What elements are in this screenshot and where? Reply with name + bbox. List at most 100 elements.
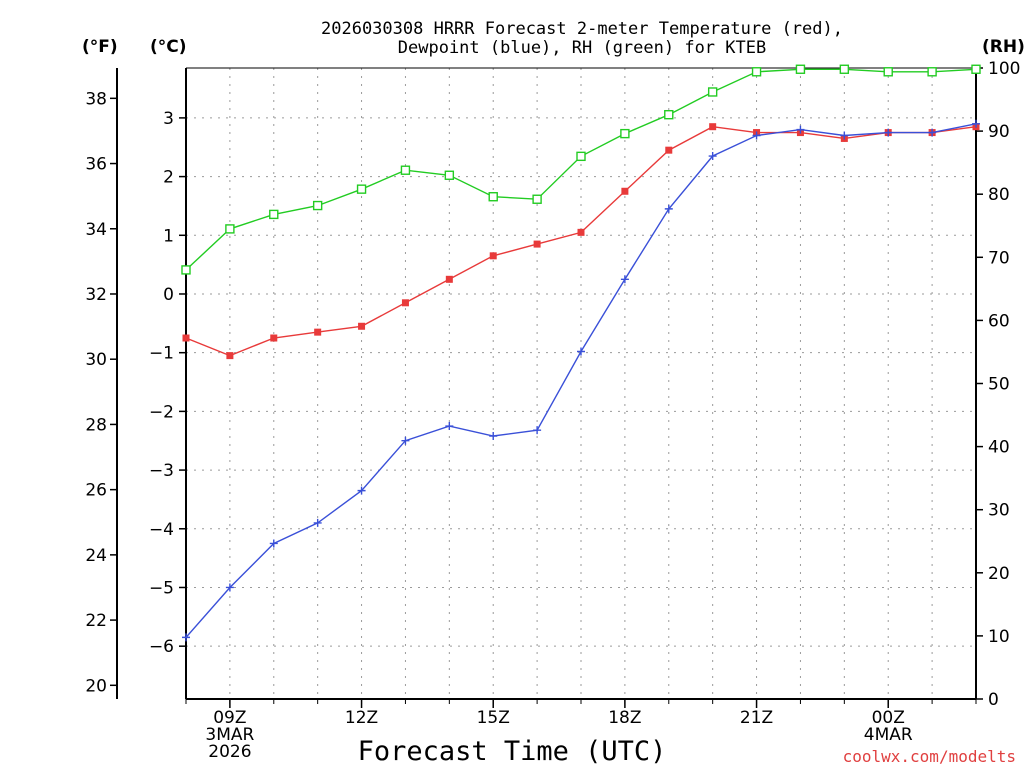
rh-tick-label: 20 [988,564,1010,584]
dewpoint-point [928,128,937,137]
dewpoint-point [313,518,322,527]
x-tick-label: 4MAR [864,725,913,745]
celsius-tick-label: 1 [163,226,174,246]
rh-point [532,194,542,204]
rh-tick-label: 50 [988,375,1010,395]
rh-tick-label: 100 [988,59,1020,79]
temperature-point [445,275,453,283]
rh-tick-label: 0 [988,690,999,710]
rh-point [356,184,367,194]
x-tick-label: 18Z [608,708,641,728]
celsius-unit-label: (°C) [150,37,187,57]
celsius-tick-label: −3 [149,461,174,481]
dewpoint-point [752,131,761,140]
rh-tick-label: 10 [988,627,1010,647]
rh-point [488,192,498,202]
temperature-point [226,352,234,360]
celsius-tick-label: −4 [149,520,174,540]
rh-point [312,200,323,211]
temperature-point [358,322,366,330]
celsius-tick-label: −1 [149,344,174,364]
celsius-tick-label: −5 [149,578,174,598]
dewpoint-point [664,204,673,213]
fahrenheit-tick-label: 24 [85,546,107,566]
rh-point [444,170,455,180]
x-tick-label: 2026 [208,742,251,762]
chart-title-line1: 2026030308 HRRR Forecast 2-meter Tempera… [321,19,843,39]
x-tick-label: 15Z [477,708,510,728]
axes: 20222426283032343638−6−5−4−3−2−101230102… [85,59,1020,762]
watermark: coolwx.com/modelts [843,747,1016,766]
fahrenheit-tick-label: 28 [85,415,107,435]
temperature-point [270,334,278,342]
rh-point [839,64,850,74]
fahrenheit-tick-label: 34 [85,220,107,240]
rh-tick-label: 30 [988,501,1010,521]
fahrenheit-tick-label: 38 [85,89,107,109]
rh-point [664,109,674,120]
dewpoint-point [225,583,234,592]
rh-point [883,67,893,77]
rh-tick-label: 40 [988,438,1010,458]
dewpoint-point [269,539,278,548]
rh-unit-label: (RH) [982,37,1024,57]
fahrenheit-tick-label: 30 [85,350,107,370]
rh-tick-label: 70 [988,248,1010,268]
celsius-tick-label: 0 [163,285,174,305]
fahrenheit-unit-label: (°F) [82,37,118,57]
data-series [181,64,981,642]
rh-point [181,265,191,275]
fahrenheit-tick-label: 36 [85,155,107,175]
x-tick-label: 21Z [740,708,773,728]
temperature-point [314,328,322,336]
rh-point [751,67,762,77]
fahrenheit-tick-label: 22 [85,611,107,631]
temperature-point [709,123,717,131]
temperature-point [577,228,585,236]
rh-point [400,165,411,175]
rh-point [576,151,586,162]
x-tick-label: 00Z [872,708,905,728]
rh-line [185,68,977,271]
rh-point [971,64,981,74]
dewpoint-point [533,426,542,435]
celsius-tick-label: 3 [163,109,174,129]
dewpoint-point [884,128,893,137]
dewpoint-point [357,486,366,495]
dewpoint-point [972,119,980,128]
temperature-point [533,240,541,248]
dewpoint-point [840,131,849,140]
fahrenheit-tick-label: 32 [85,285,107,305]
temperature-point [621,187,629,195]
dewpoint-point [182,633,190,642]
x-tick-label: 3MAR [205,725,254,745]
dewpoint-point [489,432,498,441]
rh-tick-label: 60 [988,311,1010,331]
temperature-point [182,334,190,342]
dewpoint-point [577,347,585,356]
celsius-tick-label: 2 [163,168,174,188]
rh-point [269,209,279,220]
temperature-point [665,146,673,154]
celsius-tick-label: −6 [149,637,174,657]
grid-lines [186,68,976,699]
chart-title-line2: Dewpoint (blue), RH (green) for KTEB [398,38,766,58]
dewpoint-point [796,125,805,134]
celsius-tick-label: −2 [149,402,174,422]
rh-point [707,87,718,97]
temperature-point [489,252,497,260]
dewpoint-point [401,436,410,445]
fahrenheit-tick-label: 26 [85,481,107,501]
dewpoint-point [708,152,717,161]
rh-tick-label: 90 [988,122,1010,142]
rh-point [795,64,806,74]
dewpoint-point [620,275,629,284]
rh-point [927,67,937,77]
temperature-point [401,299,409,307]
x-axis-label: Forecast Time (UTC) [358,736,667,767]
x-tick-label: 09Z [213,708,246,728]
rh-point [225,224,235,234]
rh-point [620,128,630,139]
dewpoint-point [445,422,454,431]
